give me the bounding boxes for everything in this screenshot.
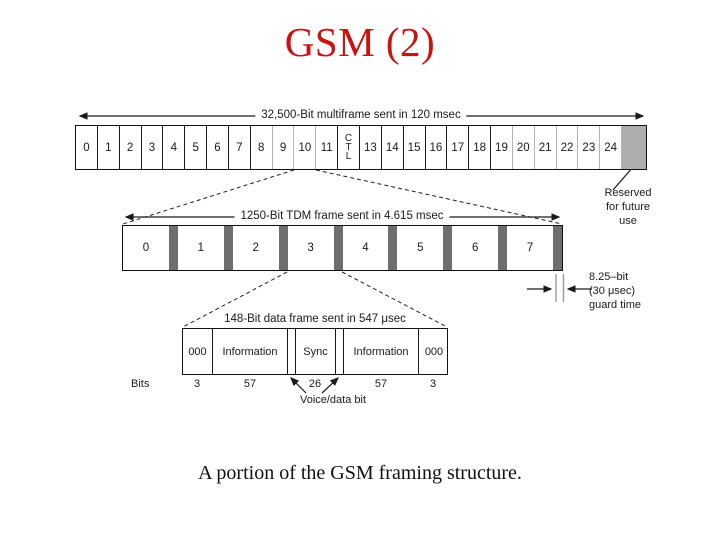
dataframe-cell-voice-bit xyxy=(336,329,344,374)
multiframe-arrow-label: 32,500-Bit multiframe sent in 120 msec xyxy=(255,109,467,122)
multiframe-cell: 18 xyxy=(469,126,492,169)
multiframe-cell: 3 xyxy=(142,126,164,169)
bits-label: Bits xyxy=(131,378,150,390)
bits-value: 57 xyxy=(243,378,257,390)
tdm-slot: 7 xyxy=(526,242,534,254)
dataframe-box: 000 Information Sync Information 000 xyxy=(182,328,448,375)
multiframe-cell: 21 xyxy=(535,126,557,169)
tdm-frame-box: 0 1 2 3 4 5 6 7 xyxy=(122,225,563,271)
multiframe-cell: 15 xyxy=(404,126,426,169)
fan-right-tdm-to-dataframe xyxy=(341,271,448,328)
multiframe-cell: 2 xyxy=(120,126,142,169)
multiframe-cell: 9 xyxy=(273,126,295,169)
tdm-slot: 5 xyxy=(417,242,424,254)
multiframe-cell: 8 xyxy=(251,126,273,169)
reserved-label-line: use xyxy=(619,215,637,227)
multiframe-cell-ctl: C T L xyxy=(338,126,360,169)
multiframe-cell: 13 xyxy=(360,126,382,169)
multiframe-cell: 14 xyxy=(382,126,404,169)
guard-time-label-line: (30 μsec) xyxy=(589,285,636,297)
tdm-guard-bar xyxy=(278,226,288,270)
multiframe-cell: 22 xyxy=(557,126,579,169)
multiframe-cell-reserved xyxy=(622,126,647,169)
fan-left-tdm-to-dataframe xyxy=(182,271,288,328)
multiframe-cell: 23 xyxy=(578,126,601,169)
voice-bit-arrow-right xyxy=(321,377,339,394)
multiframe-cell: 11 xyxy=(316,126,339,169)
slide-caption: A portion of the GSM framing structure. xyxy=(198,462,522,484)
multiframe-cell: 24 xyxy=(600,126,623,169)
tdm-guard-bar xyxy=(388,226,398,270)
tdm-guard-bar xyxy=(223,226,233,270)
bits-value: 3 xyxy=(429,378,437,390)
reserved-label-line: Reserved xyxy=(604,187,652,199)
tdm-guard-bar xyxy=(553,226,562,270)
dataframe-label: 148-Bit data frame sent in 547 μsec xyxy=(221,313,409,325)
multiframe-cell: 10 xyxy=(294,126,317,169)
tdm-slot: 2 xyxy=(252,242,259,254)
guard-time-label-line: guard time xyxy=(589,299,641,311)
tdm-guard-bar xyxy=(498,226,508,270)
multiframe-cell: 20 xyxy=(513,126,535,169)
dataframe-cell-tail: 000 xyxy=(183,329,213,374)
tdm-slot: 3 xyxy=(307,242,314,254)
multiframe-cell: 6 xyxy=(207,126,229,169)
multiframe-cell: 1 xyxy=(98,126,120,169)
multiframe-cell: 5 xyxy=(185,126,208,169)
bits-value: 26 xyxy=(308,378,322,390)
multiframe-cell: 4 xyxy=(163,126,186,169)
dataframe-cell-information: Information xyxy=(344,329,419,374)
tdm-guard-bar xyxy=(333,226,343,270)
reserved-label: Reserved for future use xyxy=(592,186,664,228)
multiframe-cell: 7 xyxy=(229,126,251,169)
multiframe-cell: 19 xyxy=(491,126,513,169)
tdm-slot: 1 xyxy=(197,242,205,254)
reserved-label-line: for future xyxy=(605,201,651,213)
guard-time-label: 8.25–bit (30 μsec) guard time xyxy=(589,270,669,312)
tdm-slot: 4 xyxy=(362,242,369,254)
voice-bit-arrow-left xyxy=(290,377,307,394)
multiframe-cell: 16 xyxy=(426,126,448,169)
multiframe-box: 0 1 2 3 4 5 6 7 8 9 10 11 C T L 13 14 15… xyxy=(75,125,647,170)
multiframe-cell: 0 xyxy=(76,126,98,169)
tdm-slot: 0 xyxy=(142,242,150,254)
guard-time-label-line: 8.25–bit xyxy=(589,271,629,283)
dataframe-cell-voice-bit xyxy=(288,329,296,374)
tdm-arrow-label: 1250-Bit TDM frame sent in 4.615 msec xyxy=(234,210,450,223)
bits-value: 3 xyxy=(193,378,201,390)
voice-data-bit-label: Voice/data bit xyxy=(299,394,367,406)
multiframe-cell: 17 xyxy=(447,126,470,169)
tdm-guard-bar xyxy=(443,226,453,270)
dataframe-cell-information: Information xyxy=(213,329,288,374)
dataframe-cell-sync: Sync xyxy=(296,329,336,374)
slide-title: GSM (2) xyxy=(284,19,436,65)
bits-value: 57 xyxy=(374,378,388,390)
dataframe-cell-tail: 000 xyxy=(424,345,444,358)
tdm-guard-bar xyxy=(168,226,178,270)
tdm-slot: 6 xyxy=(471,242,479,254)
